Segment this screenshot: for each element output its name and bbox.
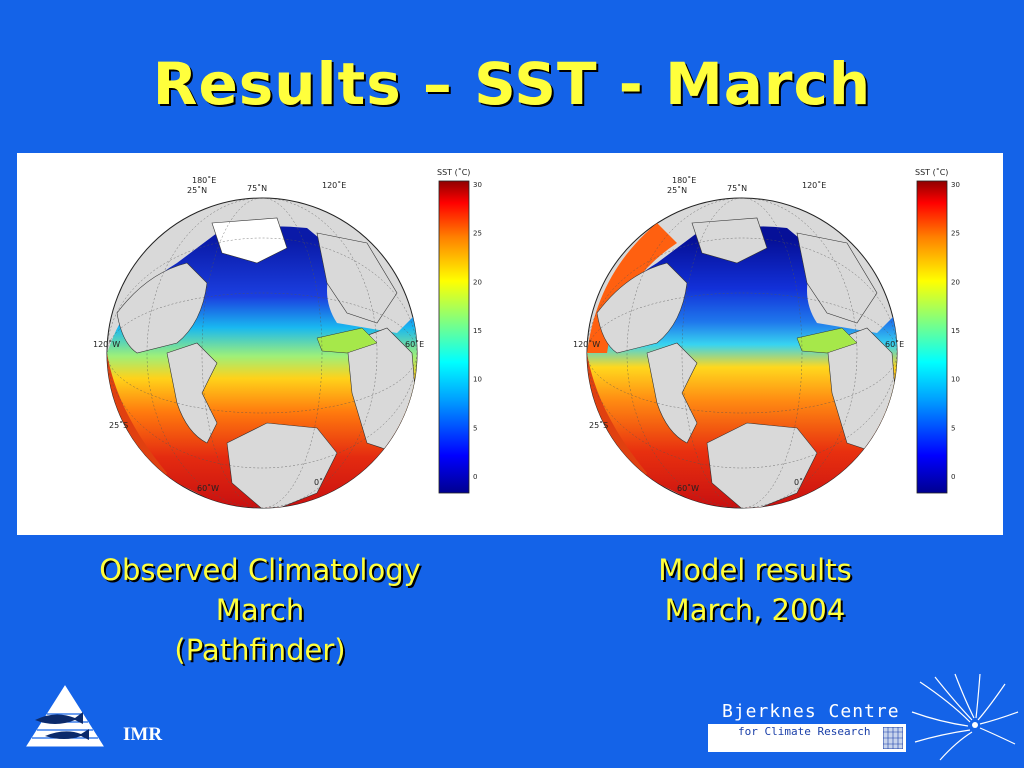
lon-label: 60˚E xyxy=(405,339,424,349)
colorbar-tick-label: 30 xyxy=(473,181,482,189)
colorbar-tick-label: 0 xyxy=(951,473,955,481)
model-caption: Model results March, 2004 xyxy=(590,550,920,630)
lat-label: 75˚N xyxy=(247,183,267,193)
bjerknes-grid-icon xyxy=(883,727,903,749)
colorbar-label: SST (˚C) xyxy=(437,167,470,177)
lon-label: 180˚E xyxy=(192,175,216,185)
colorbar-tick-label: 15 xyxy=(473,327,482,335)
lon-label: 120˚E xyxy=(802,180,826,190)
caption-line: (Pathfinder) xyxy=(174,633,346,667)
model-colorbar: SST (˚C) 30 25 20 15 10 5 0 xyxy=(915,167,960,494)
caption-line: Observed Climatology xyxy=(99,553,421,587)
lat-label: 25˚N xyxy=(667,185,687,195)
lon-label: 120˚E xyxy=(322,180,346,190)
colorbar-ticks: 30 25 20 15 10 5 0 xyxy=(951,181,960,481)
caption-line: March, 2004 xyxy=(664,593,846,627)
colorbar-tick-label: 20 xyxy=(473,278,482,286)
slide-title: Results – SST - March xyxy=(152,50,872,118)
lon-label: 0˚ xyxy=(794,477,803,487)
imr-label: IMR xyxy=(123,724,163,745)
colorbar-tick-label: 5 xyxy=(473,424,477,432)
lon-label: 0˚ xyxy=(314,477,323,487)
bjerknes-name: Bjerknes Centre xyxy=(722,701,900,722)
lat-label: 25˚S xyxy=(109,420,128,430)
lat-label: 75˚N xyxy=(727,183,747,193)
colorbar-tick-label: 5 xyxy=(951,424,955,432)
colorbar-tick-label: 10 xyxy=(951,376,960,384)
model-globe: 25˚N 75˚N 25˚S 180˚E 120˚E 120˚W 60˚W 60… xyxy=(573,175,904,509)
caption-line: March xyxy=(215,593,305,627)
lon-label: 180˚E xyxy=(672,175,696,185)
colorbar-tick-label: 25 xyxy=(473,230,482,238)
lat-label: 25˚N xyxy=(187,185,207,195)
lon-label: 120˚W xyxy=(573,339,600,349)
lon-label: 120˚W xyxy=(93,339,120,349)
colorbar-tick-label: 25 xyxy=(951,230,960,238)
colorbar-tick-label: 10 xyxy=(473,376,482,384)
colorbar-tick-label: 0 xyxy=(473,473,477,481)
observed-colorbar: SST (˚C) 30 25 20 15 10 5 0 xyxy=(437,167,482,494)
lon-label: 60˚E xyxy=(885,339,904,349)
sst-figure: 25˚N 75˚N 25˚S 180˚E 120˚E 120˚W 60˚W 60… xyxy=(93,167,960,509)
bjerknes-swirl-icon xyxy=(911,673,1019,761)
colorbar-tick-label: 30 xyxy=(951,181,960,189)
lon-label: 60˚W xyxy=(197,483,219,493)
colorbar-label: SST (˚C) xyxy=(915,167,948,177)
bjerknes-box xyxy=(708,724,906,752)
bjerknes-subtitle: for Climate Research xyxy=(738,725,871,738)
imr-logo-icon xyxy=(26,685,104,747)
figure-panel: 25˚N 75˚N 25˚S 180˚E 120˚E 120˚W 60˚W 60… xyxy=(17,153,1003,535)
colorbar-tick-label: 15 xyxy=(951,327,960,335)
colorbar-tick-label: 20 xyxy=(951,278,960,286)
caption-line: Model results xyxy=(658,553,852,587)
observed-globe: 25˚N 75˚N 25˚S 180˚E 120˚E 120˚W 60˚W 60… xyxy=(93,175,424,509)
lon-label: 60˚W xyxy=(677,483,699,493)
lat-label: 25˚S xyxy=(589,420,608,430)
observed-caption: Observed Climatology March (Pathfinder) xyxy=(80,550,440,670)
colorbar-ticks: 30 25 20 15 10 5 0 xyxy=(473,181,482,481)
